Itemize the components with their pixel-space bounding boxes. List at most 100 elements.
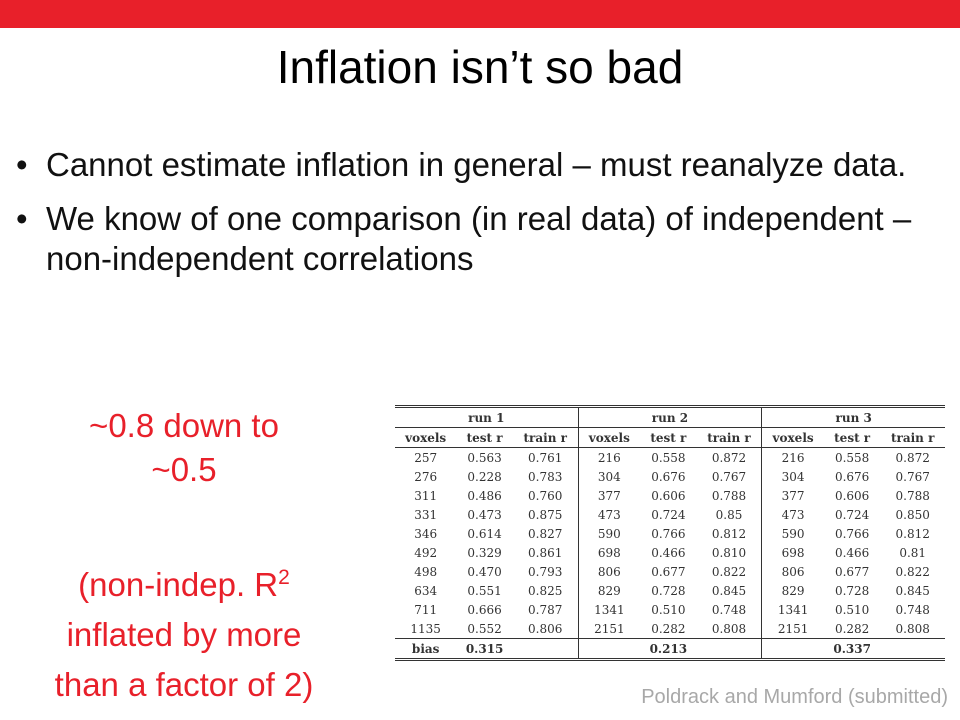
table-cell: 0.760: [528, 488, 563, 503]
table-cell: 0.872: [711, 450, 747, 465]
bias-row: bias 0.315 0.213 0.337: [395, 638, 945, 661]
table-cell: 0.793: [528, 564, 563, 579]
table-cell: 0.788: [711, 488, 747, 503]
table-cell: 806: [761, 562, 824, 581]
column-header: test r: [823, 427, 881, 448]
note-line: ~0.8 down to: [89, 407, 279, 444]
table-cell-empty: [577, 638, 641, 661]
table-cell-empty: [696, 638, 762, 661]
table-cell: 0.761: [528, 450, 563, 465]
table-cell: 0.872: [895, 450, 930, 465]
column-header: voxels: [761, 427, 824, 448]
table-cell-empty: [512, 638, 579, 661]
bias-label: bias: [395, 638, 457, 661]
table-row: 331 0.473 0.875 473 0.724 0.85 473 0.724 0.850: [395, 505, 945, 524]
column-header-row: voxels test r train r voxels test r train r vo…: [395, 427, 945, 448]
table-cell: 0.827: [528, 526, 563, 541]
table-row: 492 0.329 0.861 698 0.466 0.810 698 0.466 0.81: [395, 543, 945, 562]
table-cell: 304: [577, 467, 641, 486]
table-cell-empty: [761, 638, 824, 661]
table-cell: 0.728: [834, 583, 870, 598]
table-cell: 331: [414, 507, 438, 522]
table-cell: 0.473: [467, 507, 502, 522]
table-cell: 0.783: [528, 469, 563, 484]
note-line: ~0.5: [151, 451, 217, 488]
table-cell: 0.787: [528, 602, 563, 617]
table-cell: 0.806: [528, 621, 563, 636]
table-cell: 0.551: [467, 583, 502, 598]
table-cell: 0.470: [467, 564, 502, 579]
table-cell: 0.606: [651, 488, 686, 503]
table-row: 1135 0.552 0.806 2151 0.282 0.808 2151 0.282 0.8…: [395, 619, 945, 639]
table-cell: 0.748: [895, 602, 930, 617]
note-line: (non-indep. R2: [0, 560, 368, 610]
top-accent-bar: [0, 0, 960, 28]
column-header: train r: [880, 427, 945, 448]
table-cell: 0.510: [834, 602, 870, 617]
table-cell: 0.558: [651, 450, 686, 465]
column-header: train r: [696, 427, 762, 448]
table-cell: 0.825: [528, 583, 563, 598]
bullet-marker: •: [16, 146, 28, 183]
table-cell: 0.808: [895, 621, 930, 636]
table-cell: 0.563: [467, 450, 502, 465]
column-header: voxels: [395, 427, 457, 448]
table-cell: 0.845: [711, 583, 747, 598]
slide-title: Inflation isn’t so bad: [276, 41, 684, 93]
table-cell: 304: [761, 467, 824, 486]
table-cell: 0.728: [651, 583, 686, 598]
table-cell: 0.282: [834, 621, 870, 636]
table-cell: 0.466: [651, 545, 686, 560]
table-cell: 0.677: [834, 564, 870, 579]
table-cell: 0.748: [711, 602, 747, 617]
table-cell: 0.510: [651, 602, 686, 617]
table-cell: 216: [761, 447, 824, 467]
table-row: 311 0.486 0.760 377 0.606 0.788 377 0.606 0.788: [395, 486, 945, 505]
group-header-row: run 1 run 2 run 3: [395, 405, 945, 428]
table-row: 257 0.563 0.761 216 0.558 0.872 216 0.558 0.872: [395, 447, 945, 467]
table-body: 257 0.563 0.761 216 0.558 0.872 216 0.558 0.872 2…: [395, 447, 945, 639]
table-cell: 0.850: [895, 507, 930, 522]
table-cell: 0.788: [895, 488, 930, 503]
bullet-item: • Cannot estimate inflation in general –…: [16, 145, 916, 185]
table-cell: 829: [761, 581, 824, 600]
column-header: voxels: [577, 427, 641, 448]
table-cell: 0.228: [467, 469, 502, 484]
table-cell: 0.808: [711, 621, 747, 636]
table-cell: 0.486: [467, 488, 502, 503]
note-line-text: (non-indep. R: [78, 566, 279, 603]
table-cell: 0.676: [834, 469, 870, 484]
bias-run-2: 0.213: [640, 638, 697, 661]
table-cell: 2151: [577, 619, 641, 639]
table-cell: 276: [414, 469, 438, 484]
bias-run-3: 0.337: [823, 638, 881, 661]
table-cell: 0.767: [711, 469, 747, 484]
note-line: than a factor of 2): [54, 666, 314, 703]
correlation-drop-note: ~0.8 down to ~0.5: [0, 404, 368, 492]
table-cell: 311: [414, 488, 438, 503]
table-cell: 473: [761, 505, 824, 524]
table-cell: 0.85: [715, 507, 743, 522]
table-cell: 590: [761, 524, 824, 543]
results-table: run 1 run 2 run 3 voxels test r train r vox…: [395, 405, 945, 661]
inflation-factor-note: (non-indep. R2 inflated by more than a f…: [0, 560, 368, 710]
group-header-run-3: run 3: [761, 405, 945, 428]
table-cell: 698: [761, 543, 824, 562]
table-cell: 0.282: [651, 621, 686, 636]
bullet-list: • Cannot estimate inflation in general –…: [16, 145, 916, 293]
table-cell: 1341: [577, 600, 641, 619]
note-superscript: 2: [278, 566, 290, 589]
table-row: 346 0.614 0.827 590 0.766 0.812 590 0.766 0.812: [395, 524, 945, 543]
table-cell: 377: [761, 486, 824, 505]
table-row: 634 0.551 0.825 829 0.728 0.845 829 0.728 0.845: [395, 581, 945, 600]
table-cell: 216: [577, 447, 641, 467]
table-cell: 0.810: [711, 545, 747, 560]
citation-credit: Poldrack and Mumford (submitted): [641, 686, 948, 708]
table-cell: 0.861: [528, 545, 563, 560]
table-cell: 0.552: [467, 621, 502, 636]
table-cell: 0.666: [467, 602, 502, 617]
bullet-item: • We know of one comparison (in real dat…: [16, 199, 916, 279]
table-row: 711 0.666 0.787 1341 0.510 0.748 1341 0.510 0.74…: [395, 600, 945, 619]
table-cell: 0.875: [528, 507, 563, 522]
table-row: 498 0.470 0.793 806 0.677 0.822 806 0.677 0.822: [395, 562, 945, 581]
